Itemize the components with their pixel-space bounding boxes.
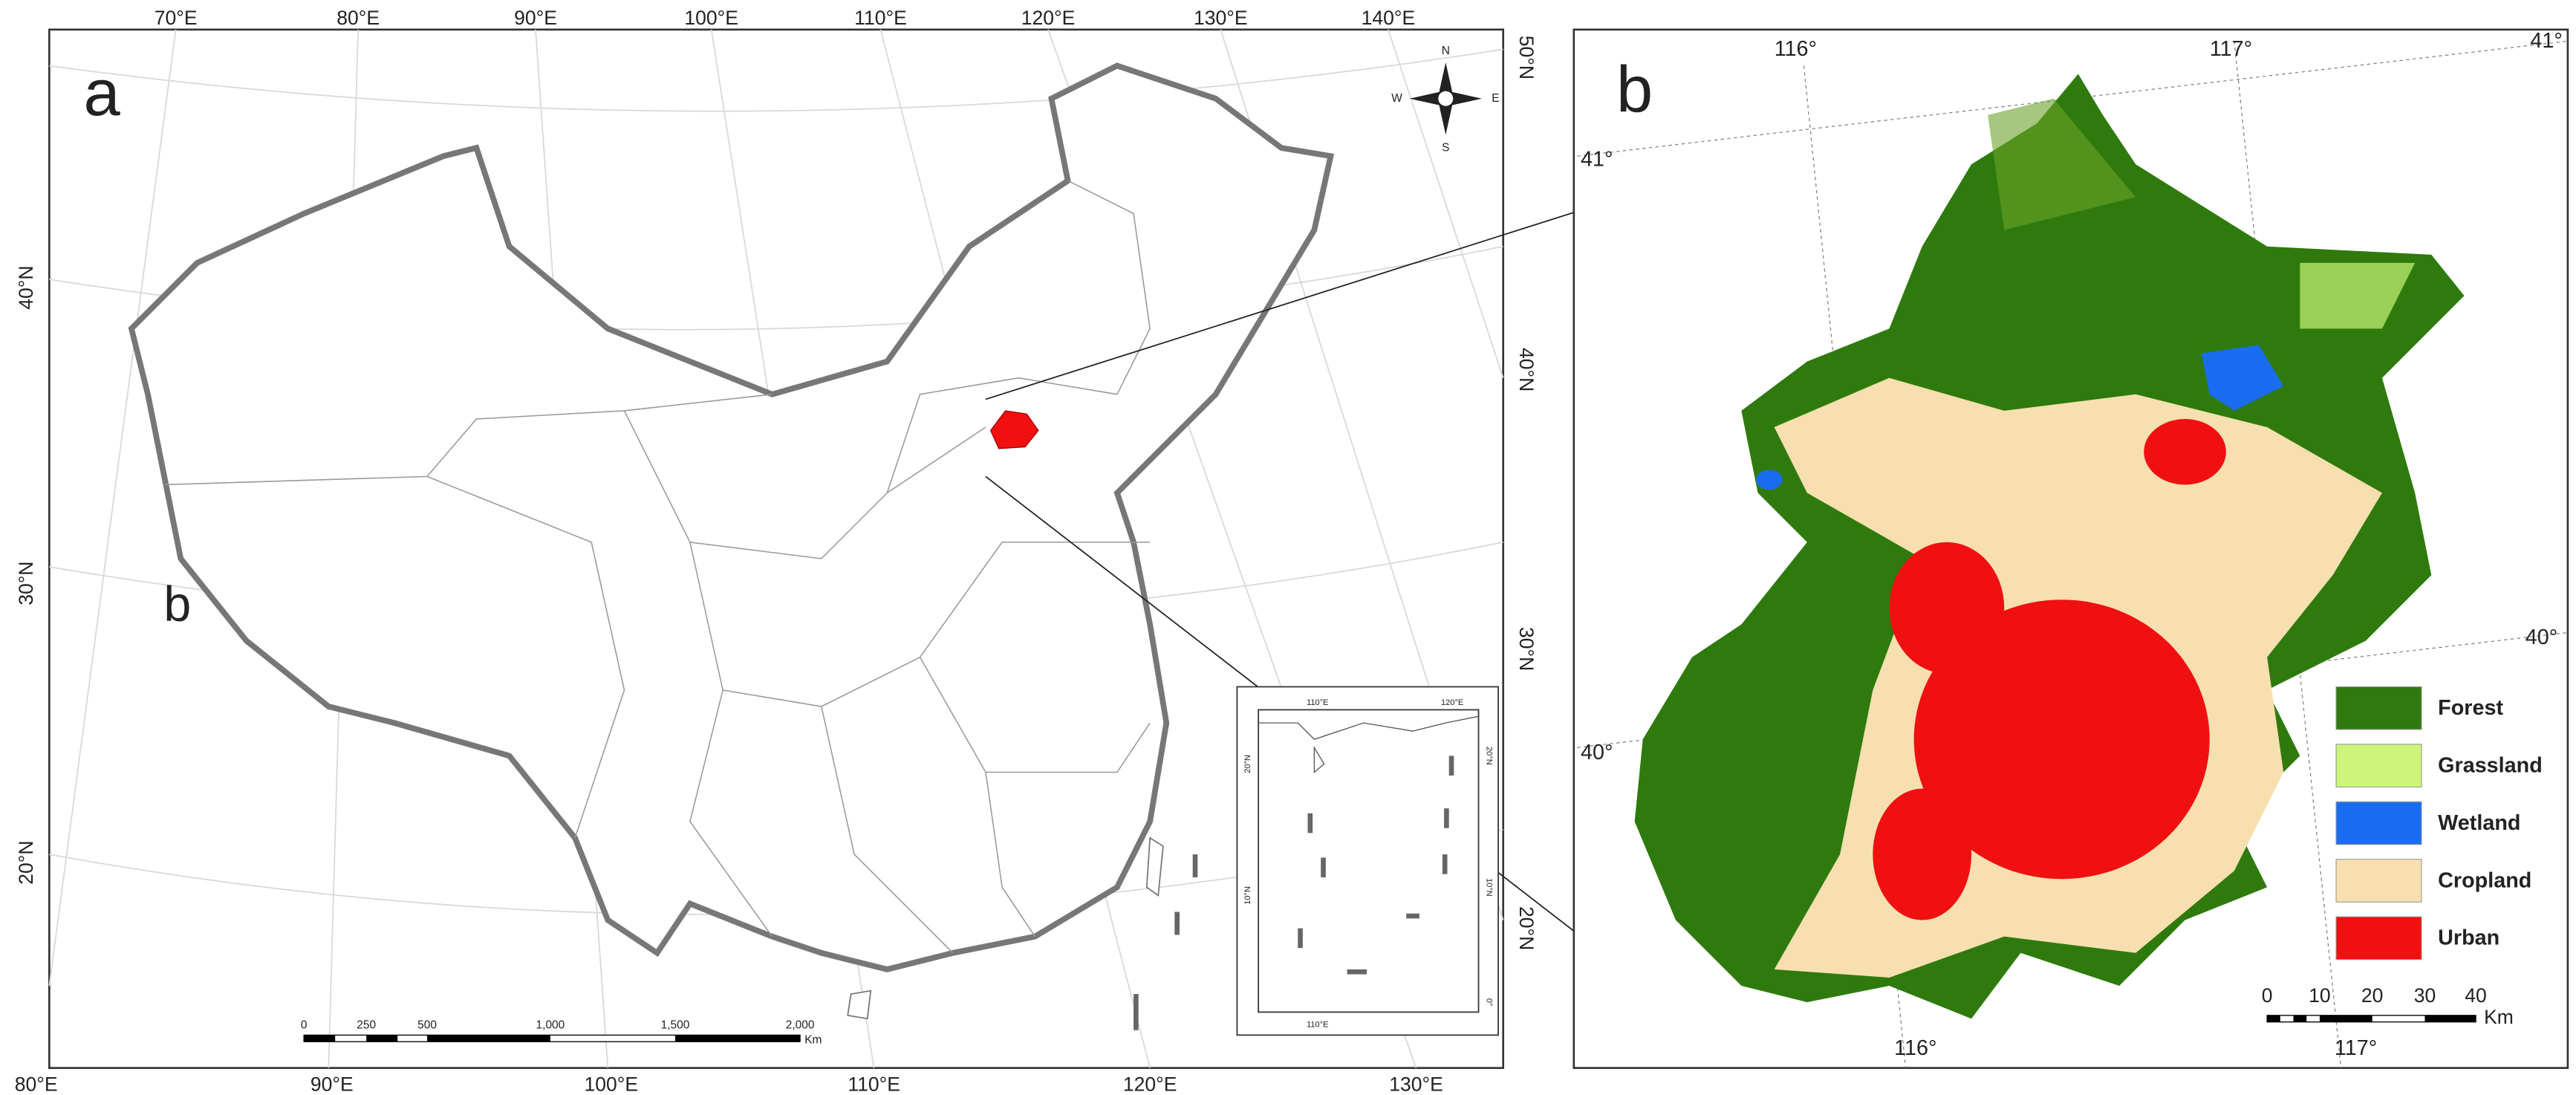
legend-label: Urban (2438, 926, 2499, 950)
province-borders (164, 180, 1151, 954)
lon-label: 80°E (336, 7, 380, 29)
lat-label: 40°N (15, 265, 37, 309)
lon-label: 70°E (155, 7, 198, 29)
coord-label: 40° (1581, 741, 1613, 764)
inset-lon: 120°E (1441, 698, 1463, 707)
lat-label: 20°N (15, 841, 37, 885)
lon-label: 120°E (1021, 7, 1076, 29)
compass (1409, 62, 1482, 135)
legend-label: Grassland (2438, 753, 2543, 777)
lon-label: 130°E (1194, 7, 1248, 29)
lat-label: 30°N (1515, 627, 1538, 671)
coord-label: 41° (1581, 147, 1613, 171)
coord-label: 40° (2525, 626, 2557, 649)
scale-bar (2266, 1015, 2476, 1023)
lon-label: 140°E (1362, 7, 1416, 29)
compass-w: W (1391, 92, 1402, 105)
inset-lat: 10°N (1243, 886, 1252, 905)
panel-label: a (84, 56, 121, 129)
scale-label: 10 (2309, 984, 2331, 1007)
scale-label: 0 (2262, 984, 2273, 1007)
lat-label: 50°N (1515, 36, 1538, 79)
scale-label: 1,000 (536, 1019, 565, 1032)
lon-label: 80°E (15, 1073, 58, 1095)
legend-swatch (2335, 916, 2422, 961)
inset-lon: 110°E (1307, 698, 1328, 707)
inset-map (1258, 709, 1480, 1013)
lon-label: 90°E (514, 7, 557, 29)
panel-label: b (1616, 52, 1653, 126)
inset-lat: 20°N (1243, 755, 1252, 773)
legend-swatch (2335, 859, 2422, 903)
scale-label: 0 (301, 1019, 308, 1032)
lon-label: 110°E (848, 1073, 900, 1095)
lon-label: 110°E (854, 7, 907, 29)
scale-label: 250 (357, 1019, 376, 1032)
beijing-location (989, 410, 1039, 449)
lon-label: 100°E (684, 7, 738, 29)
legend-swatch (2335, 801, 2422, 845)
legend-label: Wetland (2438, 811, 2520, 835)
legend-label: Forest (2438, 696, 2503, 720)
inset-lat: 0° (1485, 998, 1494, 1007)
compass-s: S (1442, 141, 1449, 154)
inset-frame (1236, 686, 1499, 1036)
scale-label: 1,500 (661, 1019, 690, 1032)
lon-label: 120°E (1123, 1073, 1177, 1095)
annotation: b (163, 577, 191, 632)
scale-label: 2,000 (786, 1019, 815, 1032)
coord-label: 117° (2210, 37, 2252, 61)
legend-swatch (2335, 744, 2422, 787)
scale-label: 20 (2361, 984, 2384, 1007)
compass-e: E (1492, 92, 1499, 105)
compass-n: N (1442, 45, 1450, 57)
scale-unit: Km (804, 1033, 822, 1046)
lat-label: 30°N (15, 562, 37, 605)
islands (847, 836, 1164, 1020)
lat-label: 40°N (1515, 348, 1538, 391)
lon-label: 100°E (584, 1073, 638, 1095)
inset-dashes (1133, 756, 1454, 1030)
landcover-patches (1756, 98, 2416, 978)
scale-label: 500 (417, 1019, 437, 1032)
scale-label: 40 (2465, 984, 2487, 1007)
lon-label: 90°E (310, 1073, 354, 1095)
scale-bar (303, 1034, 801, 1042)
scale-label: 30 (2414, 984, 2436, 1007)
scale-unit: Km (2484, 1006, 2514, 1028)
coord-label: 116° (1894, 1036, 1936, 1060)
coord-label: 116° (1775, 37, 1817, 61)
legend-swatch (2335, 686, 2422, 730)
lat-label: 20°N (1515, 906, 1538, 950)
coord-label: 117° (2335, 1036, 2377, 1060)
inset-coast (1258, 715, 1479, 773)
lon-label: 130°E (1389, 1073, 1443, 1095)
inset-lon: 110°E (1307, 1020, 1328, 1029)
inset-lat: 10°N (1485, 878, 1494, 897)
inset-lat: 20°N (1485, 747, 1494, 765)
coord-label: 41° (2530, 29, 2562, 53)
legend-label: Cropland (2438, 868, 2531, 892)
